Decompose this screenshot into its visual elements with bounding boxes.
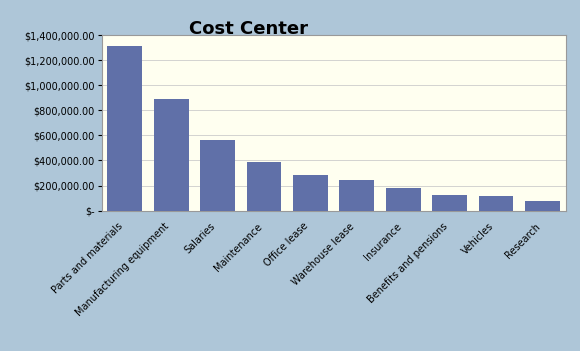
Text: Salaries: Salaries	[183, 221, 218, 256]
Bar	[478, 196, 513, 211]
Text: Office lease: Office lease	[263, 221, 310, 269]
Text: Parts and materials: Parts and materials	[50, 221, 125, 296]
Bar	[293, 175, 328, 211]
Bar	[525, 201, 560, 211]
Text: Warehouse lease: Warehouse lease	[291, 221, 357, 287]
Text: Cost Center: Cost Center	[189, 20, 309, 39]
Bar	[200, 140, 235, 211]
Text: Benefits and pensions: Benefits and pensions	[366, 221, 450, 305]
Bar	[246, 162, 281, 211]
Text: Maintenance: Maintenance	[212, 221, 264, 273]
Bar	[432, 195, 467, 211]
Bar	[154, 99, 188, 211]
Text: Research: Research	[503, 221, 542, 260]
Bar	[386, 188, 420, 211]
Text: Insurance: Insurance	[362, 221, 403, 262]
Text: Manufacturing equipment: Manufacturing equipment	[74, 221, 171, 318]
Bar	[339, 180, 374, 211]
Text: Vehicles: Vehicles	[461, 221, 496, 257]
Bar	[107, 46, 142, 211]
